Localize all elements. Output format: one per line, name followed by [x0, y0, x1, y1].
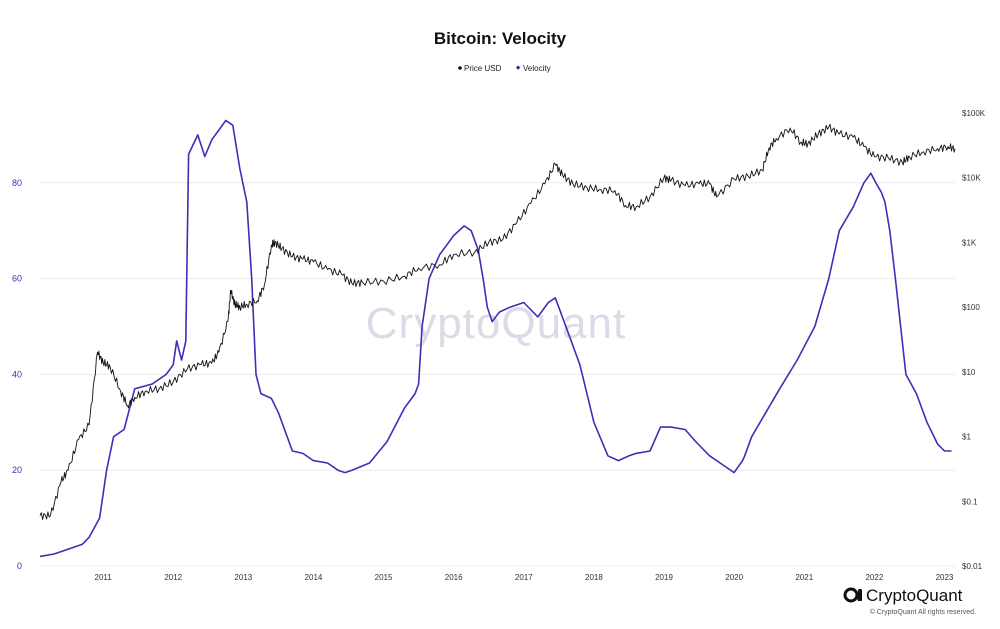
- x-tick-label: 2012: [164, 573, 182, 582]
- series: [39, 119, 956, 558]
- left-tick-label: 80: [12, 178, 22, 188]
- x-axis: 2011 2012 2013 2014 2015 2016 2017 2018 2019 2020…: [95, 573, 954, 582]
- right-tick-label: $1K: [962, 238, 977, 247]
- right-tick-label: $100K: [962, 109, 986, 118]
- brand-name: CryptoQuant: [866, 586, 963, 605]
- right-tick-label: $100: [962, 303, 980, 312]
- series-line-price-usd: [39, 123, 956, 520]
- legend-velocity-marker: [515, 65, 521, 70]
- x-tick-label: 2023: [936, 573, 954, 582]
- legend: Price USD Velocity: [458, 64, 551, 73]
- legend-item-price[interactable]: Price USD: [458, 64, 502, 73]
- left-tick-label: 40: [12, 369, 22, 379]
- right-tick-label: $0.01: [962, 562, 983, 571]
- legend-item-velocity[interactable]: Velocity: [515, 64, 551, 73]
- x-tick-label: 2020: [725, 573, 743, 582]
- brand-logo: CryptoQuant © CryptoQuant All rights res…: [843, 586, 976, 616]
- legend-velocity-label: Velocity: [523, 64, 551, 73]
- x-tick-label: 2015: [375, 573, 393, 582]
- copyright-text: © CryptoQuant All rights reserved.: [870, 608, 976, 616]
- right-tick-label: $10: [962, 368, 976, 377]
- x-tick-label: 2013: [234, 573, 252, 582]
- left-axis: 0 20 40 60 80: [12, 178, 22, 571]
- x-tick-label: 2014: [305, 573, 323, 582]
- legend-price-marker: [458, 66, 462, 70]
- right-tick-label: $1: [962, 433, 971, 442]
- x-tick-label: 2017: [515, 573, 533, 582]
- x-tick-label: 2019: [655, 573, 673, 582]
- series-line-velocity: [39, 119, 952, 558]
- legend-price-label: Price USD: [464, 64, 502, 73]
- x-tick-label: 2011: [95, 573, 113, 582]
- left-tick-label: 20: [12, 465, 22, 475]
- left-tick-label: 0: [17, 561, 22, 571]
- x-tick-label: 2021: [795, 573, 813, 582]
- x-tick-label: 2018: [585, 573, 603, 582]
- chart-title: Bitcoin: Velocity: [434, 29, 567, 48]
- x-tick-label: 2022: [865, 573, 883, 582]
- watermark: CryptoQuant: [366, 299, 626, 348]
- cryptoquant-logo-icon: [843, 587, 862, 603]
- grid: [40, 182, 955, 567]
- right-axis: $0.01 $0.1 $1 $10 $100 $1K $10K $100K: [962, 109, 986, 571]
- left-tick-label: 60: [12, 274, 22, 284]
- x-tick-label: 2016: [445, 573, 463, 582]
- right-tick-label: $0.1: [962, 497, 978, 506]
- right-tick-label: $10K: [962, 174, 981, 183]
